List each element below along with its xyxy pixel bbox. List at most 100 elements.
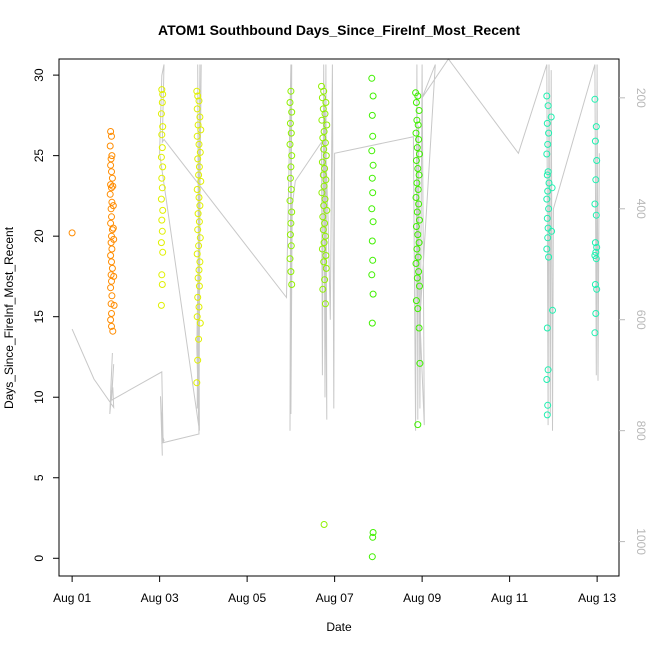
data-point [319, 213, 327, 221]
x-tick-label: Aug 09 [403, 591, 441, 605]
data-point [369, 189, 377, 197]
data-point [591, 95, 599, 103]
data-point [158, 281, 166, 288]
data-point [591, 200, 599, 208]
data-point [159, 206, 167, 214]
y2-tick-label: 600 [634, 310, 648, 330]
data-point [107, 252, 115, 259]
data-point [415, 171, 423, 179]
data-point [319, 105, 327, 113]
x-tick-label: Aug 05 [228, 591, 266, 605]
data-point [159, 123, 167, 131]
data-point [591, 252, 599, 259]
data-point [195, 282, 203, 290]
data-point [108, 132, 115, 140]
data-point [107, 161, 115, 169]
x-tick-label: Aug 03 [141, 591, 179, 605]
data-point [157, 239, 165, 247]
data-point [416, 282, 423, 290]
y2-tick-label: 800 [634, 421, 648, 441]
data-point [321, 276, 329, 284]
data-point [544, 234, 552, 242]
data-point [368, 111, 376, 119]
x-tick-label: Aug 11 [491, 591, 528, 605]
data-point [321, 139, 329, 147]
data-point [158, 174, 166, 182]
data-point [368, 237, 376, 245]
data-point [108, 168, 115, 176]
data-point [106, 142, 114, 150]
data-point [108, 213, 115, 221]
data-point [591, 239, 599, 247]
data-point [196, 319, 204, 327]
data-point [286, 174, 294, 182]
data-point [110, 272, 118, 280]
data-point [544, 366, 552, 374]
data-point [412, 194, 420, 201]
data-point [195, 218, 203, 226]
data-point [109, 327, 117, 335]
data-point [193, 250, 201, 258]
data-point [415, 107, 423, 114]
y-tick-label: 0 [32, 555, 46, 562]
data-point [108, 152, 116, 160]
data-point [415, 200, 423, 208]
y-tick-label: 30 [32, 68, 46, 82]
data-point [369, 256, 377, 264]
data-point [287, 87, 295, 95]
data-point [196, 148, 204, 156]
y2-tick-label: 400 [634, 199, 648, 219]
data-point [592, 176, 600, 184]
data-point [412, 157, 420, 164]
plot-frame [58, 58, 620, 577]
data-point [545, 179, 553, 187]
data-point [194, 293, 202, 301]
data-point [543, 150, 551, 158]
data-point [320, 87, 328, 95]
data-point [323, 206, 331, 214]
data-point [287, 129, 295, 137]
data-point [288, 208, 296, 216]
data-point [193, 313, 201, 321]
y-tick-label: 25 [32, 149, 46, 163]
data-point [321, 110, 329, 118]
y2-axis: 200 400 600 800 1000 [619, 88, 648, 555]
data-point [414, 253, 422, 261]
data-point [320, 145, 328, 153]
data-point [413, 179, 421, 187]
x-tick-label: Aug 01 [53, 591, 91, 605]
data-point [545, 253, 553, 261]
data-point [414, 121, 422, 129]
data-point [545, 205, 553, 213]
data-point [108, 184, 115, 192]
data-point [157, 301, 165, 309]
data-point [414, 92, 422, 100]
data-point [368, 553, 376, 561]
data-point [414, 165, 422, 172]
data-point [369, 290, 377, 298]
data-point [196, 113, 204, 121]
data-point [157, 153, 165, 161]
data-point [413, 208, 421, 216]
data-point [108, 264, 116, 272]
data-point [592, 255, 600, 263]
x-tick-label: Aug 13 [578, 591, 616, 605]
data-point [194, 210, 202, 218]
data-point [286, 119, 294, 127]
data-point [193, 87, 201, 95]
data-point [287, 163, 295, 171]
data-point [543, 92, 551, 100]
data-point [320, 521, 328, 528]
data-point [108, 292, 116, 300]
data-point [157, 110, 165, 118]
data-point [195, 242, 203, 250]
data-point [591, 329, 599, 337]
data-point [195, 163, 203, 171]
data-point [195, 303, 203, 311]
data-point [194, 226, 202, 234]
data-point [544, 102, 552, 110]
data-point [158, 86, 166, 94]
data-point [412, 260, 420, 267]
data-point [415, 136, 423, 143]
data-point [368, 205, 376, 213]
